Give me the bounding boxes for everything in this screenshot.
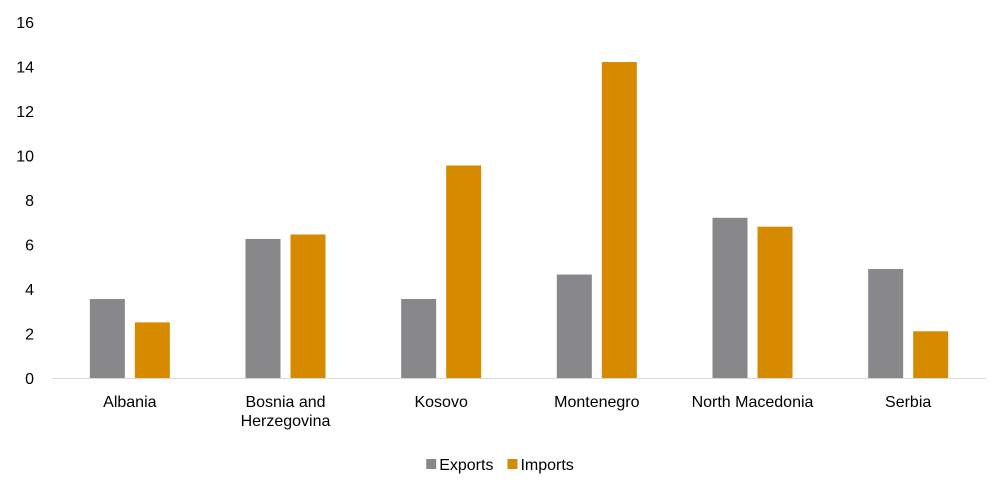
y-tick-label: 2 xyxy=(25,327,34,344)
x-category-label: Kosovo xyxy=(414,394,467,411)
x-category-label: Albania xyxy=(103,394,156,411)
bar-exports xyxy=(401,299,437,378)
bar-exports xyxy=(868,268,904,378)
legend-item: Exports xyxy=(426,457,493,474)
y-tick-label: 16 xyxy=(16,15,34,32)
y-tick-label: 8 xyxy=(25,193,34,210)
y-tick-label: 0 xyxy=(25,371,34,388)
bar-exports xyxy=(245,238,281,378)
bar-exports xyxy=(89,299,125,378)
x-category-label: Montenegro xyxy=(554,394,639,411)
bar-imports xyxy=(290,234,326,378)
legend-swatch xyxy=(507,459,518,469)
y-tick-label: 4 xyxy=(25,282,34,299)
y-tick-label: 14 xyxy=(16,60,34,77)
bar-imports xyxy=(913,331,949,378)
legend-label: Imports xyxy=(520,457,573,474)
bar-imports xyxy=(601,62,637,379)
x-category-label: Serbia xyxy=(885,394,931,411)
bar-imports xyxy=(446,165,482,378)
bar-exports xyxy=(556,274,592,378)
y-tick-label: 12 xyxy=(16,104,34,121)
y-axis-ticks: 0 2 4 6 8 10 12 14 16 xyxy=(16,15,34,388)
bar-imports xyxy=(134,322,170,378)
bar-exports xyxy=(712,217,748,378)
bars xyxy=(89,62,949,379)
legend-label: Exports xyxy=(439,457,493,474)
y-tick-label: 6 xyxy=(25,238,34,255)
y-tick-label: 10 xyxy=(16,149,34,166)
x-axis-labels: Albania Bosnia and Herzegovina Kosovo Monten… xyxy=(103,394,931,430)
bar-imports xyxy=(757,226,793,378)
legend: Exports Imports xyxy=(426,457,574,474)
legend-swatch xyxy=(426,459,437,469)
x-category-label: North Macedonia xyxy=(692,394,814,411)
legend-item: Imports xyxy=(507,457,574,474)
x-category-label: Bosnia and Herzegovina xyxy=(241,394,331,430)
